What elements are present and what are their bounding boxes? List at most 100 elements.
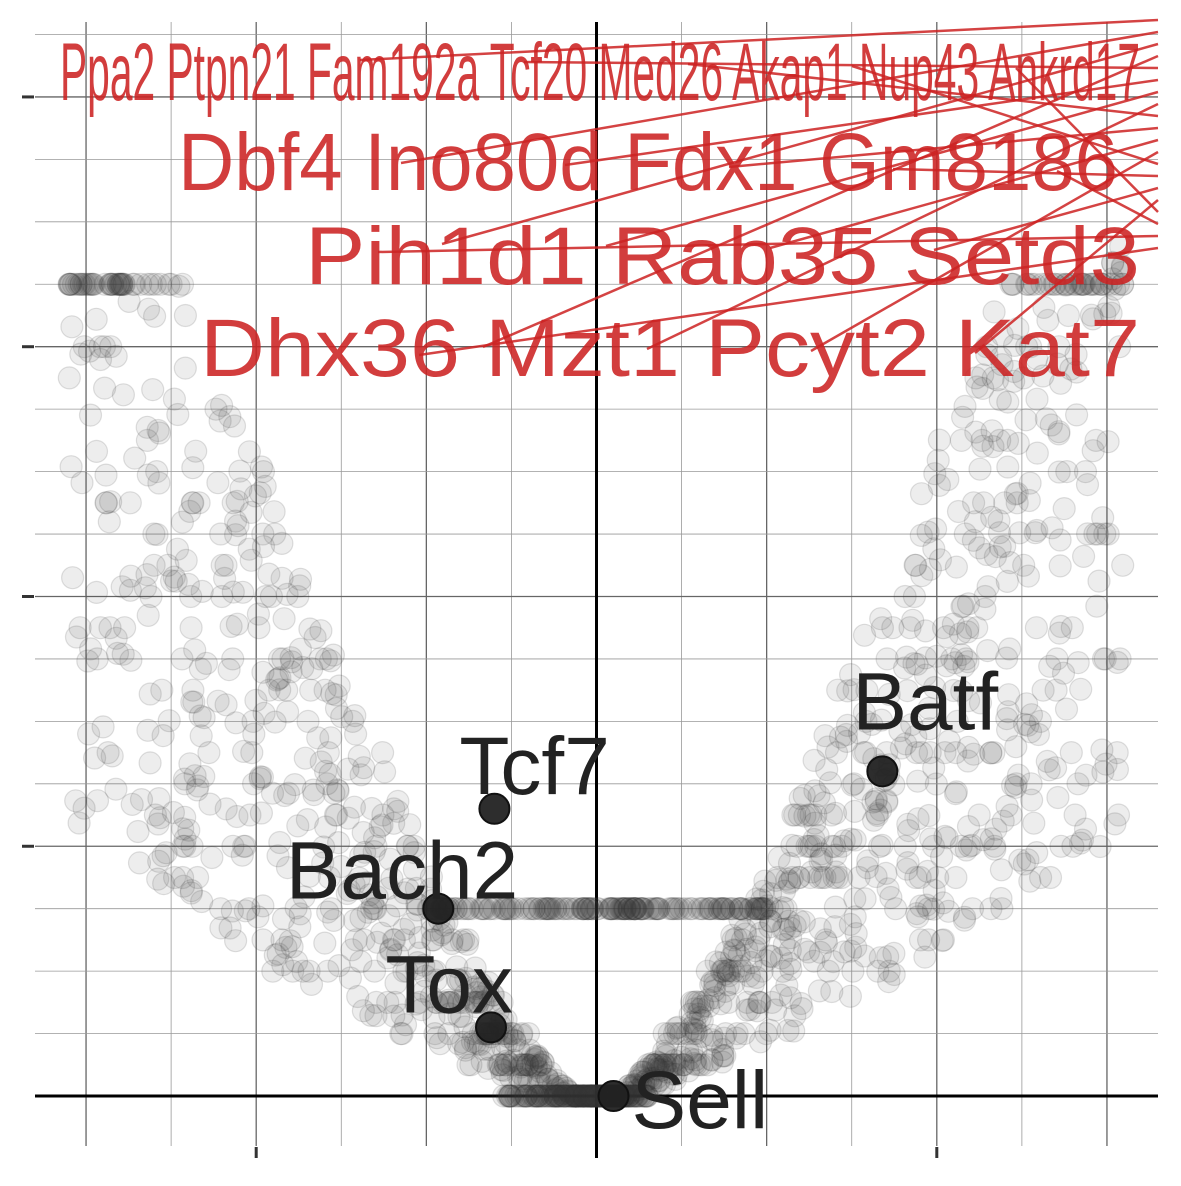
background-point xyxy=(1025,840,1049,865)
background-point xyxy=(386,799,410,823)
background-point xyxy=(922,537,946,561)
background-point xyxy=(493,897,518,921)
background-point xyxy=(1018,335,1043,359)
background-point xyxy=(825,865,849,890)
background-point xyxy=(707,897,731,921)
background-point xyxy=(758,915,782,939)
background-point xyxy=(220,899,244,923)
background-point xyxy=(373,760,397,784)
background-point xyxy=(894,732,918,756)
background-point xyxy=(318,762,342,786)
background-point xyxy=(604,897,629,921)
background-point xyxy=(776,1018,800,1043)
background-point xyxy=(728,897,752,921)
background-point xyxy=(1059,357,1083,381)
background-point xyxy=(288,902,312,926)
background-point xyxy=(909,523,933,548)
background-point xyxy=(1111,553,1135,577)
background-point xyxy=(244,688,268,713)
background-point xyxy=(404,956,428,981)
background-point xyxy=(206,689,230,713)
background-point xyxy=(1064,360,1089,384)
background-point xyxy=(843,828,867,852)
background-point xyxy=(868,798,893,822)
background-point xyxy=(711,897,736,921)
background-point xyxy=(1003,775,1028,799)
background-point xyxy=(752,897,776,921)
background-point xyxy=(510,1053,534,1077)
background-point xyxy=(960,897,985,921)
background-point xyxy=(342,795,366,819)
background-point xyxy=(990,897,1014,921)
background-point xyxy=(572,1084,596,1108)
background-point xyxy=(513,1069,537,1093)
background-point xyxy=(893,834,917,858)
background-point xyxy=(780,865,804,890)
background-point xyxy=(247,616,271,640)
background-point xyxy=(524,1054,548,1078)
background-point xyxy=(682,990,706,1015)
background-point xyxy=(632,1070,656,1094)
background-point xyxy=(462,990,486,1015)
background-point xyxy=(830,834,854,858)
highlight-label: Tcf7 xyxy=(459,721,609,812)
background-point xyxy=(778,916,803,940)
background-point xyxy=(735,990,759,1015)
background-point xyxy=(325,803,349,827)
background-point xyxy=(709,992,733,1016)
background-point xyxy=(421,959,445,983)
label-connector-line xyxy=(646,102,1159,351)
background-point xyxy=(104,626,128,650)
background-point xyxy=(177,818,201,842)
background-point xyxy=(456,897,480,921)
background-point xyxy=(436,990,461,1015)
background-point xyxy=(121,272,145,296)
background-point xyxy=(629,1075,654,1099)
background-point xyxy=(296,709,320,734)
background-point xyxy=(110,272,134,296)
background-point xyxy=(656,1053,681,1077)
background-point xyxy=(581,897,605,921)
background-point xyxy=(180,834,204,858)
background-point xyxy=(506,897,530,921)
background-point xyxy=(771,895,795,920)
background-point xyxy=(543,1084,568,1108)
background-point xyxy=(171,817,195,841)
background-point xyxy=(78,403,103,427)
background-point xyxy=(419,865,443,889)
background-point xyxy=(106,272,130,296)
background-point xyxy=(488,1053,512,1077)
background-point xyxy=(909,482,934,506)
background-point xyxy=(385,894,409,918)
background-point xyxy=(463,956,487,980)
background-point xyxy=(803,779,827,803)
background-point xyxy=(135,562,159,587)
background-point xyxy=(929,844,954,869)
background-point xyxy=(812,791,837,815)
background-point xyxy=(599,897,623,921)
background-point xyxy=(750,888,774,912)
background-point xyxy=(270,566,294,590)
background-point xyxy=(512,1084,536,1108)
background-point xyxy=(807,865,831,890)
background-point xyxy=(338,966,362,990)
background-point xyxy=(449,930,474,954)
background-point xyxy=(428,1032,452,1056)
background-point xyxy=(516,1021,541,1046)
background-point xyxy=(185,778,209,802)
background-point xyxy=(382,928,407,952)
background-point xyxy=(379,937,403,961)
background-point xyxy=(447,990,471,1015)
background-point xyxy=(1036,308,1060,332)
background-point xyxy=(835,713,860,738)
background-point xyxy=(100,744,124,768)
background-point xyxy=(148,272,173,296)
background-point xyxy=(971,491,996,515)
background-point xyxy=(1070,272,1095,296)
background-point xyxy=(118,578,142,602)
background-point xyxy=(722,971,746,995)
background-point xyxy=(170,272,195,296)
background-point xyxy=(982,834,1007,858)
background-point xyxy=(749,921,773,945)
background-point xyxy=(924,772,948,796)
